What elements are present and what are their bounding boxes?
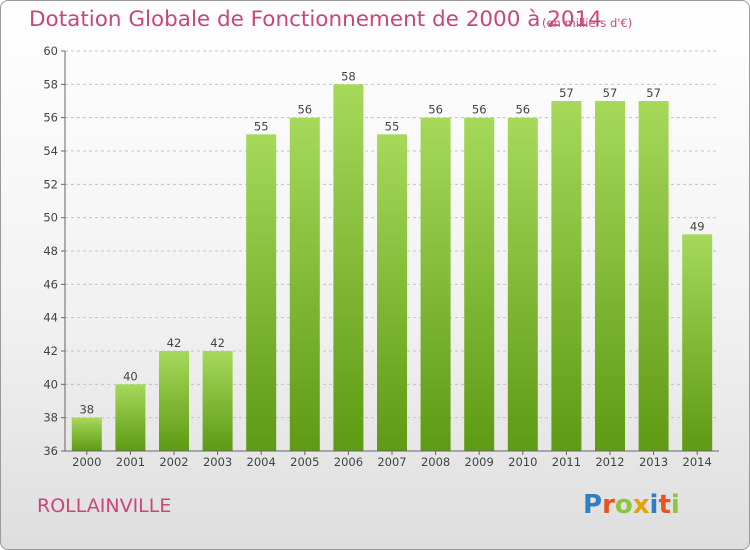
data-label: 56: [472, 103, 487, 117]
bar: [682, 234, 713, 451]
data-label: 42: [167, 336, 182, 350]
x-tick-label: 2000: [72, 455, 101, 469]
logo-letter: o: [614, 490, 633, 520]
bar: [551, 101, 582, 451]
data-label: 38: [79, 403, 94, 417]
data-label: 56: [297, 103, 312, 117]
x-tick-label: 2007: [377, 455, 406, 469]
bar: [464, 117, 495, 452]
proxiti-logo: Proxiti: [583, 490, 680, 520]
y-tick-label: 56: [43, 111, 58, 125]
bars: [71, 84, 713, 452]
logo-letter: t: [658, 490, 671, 520]
logo-letter: i: [670, 490, 680, 520]
data-label: 58: [341, 69, 356, 83]
data-label: 56: [515, 103, 530, 117]
data-label: 57: [603, 86, 618, 100]
y-tick-label: 44: [43, 311, 58, 325]
bar: [507, 117, 538, 452]
logo-letter: i: [649, 490, 659, 520]
data-labels: 38 40 42 42 55 56 58 55 56 56 56 57 57 57 49: [79, 69, 704, 416]
data-label: 56: [428, 103, 443, 117]
bar: [202, 351, 233, 451]
data-label: 40: [123, 369, 138, 383]
x-tick-label: 2009: [465, 455, 494, 469]
chart-subtitle: (en milliers d'€): [542, 16, 633, 30]
y-tick-label: 50: [43, 211, 58, 225]
x-tick-label: 2008: [421, 455, 450, 469]
bar: [595, 101, 625, 451]
bar: [115, 384, 146, 451]
bar: [289, 117, 320, 452]
y-tick-label: 36: [43, 444, 58, 458]
logo-letter: r: [602, 490, 615, 520]
bar: [638, 101, 669, 451]
x-tick-label: 2006: [334, 455, 363, 469]
bar: [377, 134, 407, 452]
y-tick-label: 54: [43, 144, 58, 158]
y-tick-label: 40: [43, 377, 58, 391]
x-tick-label: 2011: [552, 455, 581, 469]
x-tick-label: 2003: [203, 455, 232, 469]
x-tick-label: 2010: [508, 455, 537, 469]
data-label: 57: [559, 86, 574, 100]
bar: [333, 84, 364, 451]
chart-title: Dotation Globale de Fonctionnement de 20…: [29, 7, 602, 32]
y-tick-label: 48: [43, 244, 58, 258]
x-tick-label: 2014: [683, 455, 712, 469]
x-axis-ticks: 2000 2001 2002 2003 2004 2005 2006 2007 2008 2009…: [72, 451, 712, 469]
data-label: 57: [646, 86, 661, 100]
data-label: 42: [210, 336, 225, 350]
bar: [420, 117, 451, 452]
logo-letter: P: [583, 490, 603, 520]
bar: [159, 351, 189, 451]
y-tick-label: 42: [43, 344, 58, 358]
y-tick-label: 58: [43, 77, 58, 91]
bar: [246, 134, 277, 452]
y-tick-label: 60: [43, 44, 58, 58]
town-name: ROLLAINVILLE: [37, 495, 172, 517]
y-tick-label: 52: [43, 177, 58, 191]
bar: [71, 417, 102, 451]
data-label: 55: [254, 119, 269, 133]
x-tick-label: 2004: [247, 455, 276, 469]
y-axis-ticks: 36 38 40 42 44 46 48 50 52 54 56 58 60: [43, 44, 65, 458]
x-tick-label: 2001: [116, 455, 145, 469]
data-label: 49: [690, 219, 705, 233]
data-label: 55: [385, 119, 400, 133]
logo-letter: x: [632, 490, 650, 520]
x-tick-label: 2012: [595, 455, 624, 469]
y-tick-label: 46: [43, 277, 58, 291]
y-tick-label: 38: [43, 411, 58, 425]
x-tick-label: 2013: [639, 455, 668, 469]
x-tick-label: 2005: [290, 455, 319, 469]
x-tick-label: 2002: [159, 455, 188, 469]
